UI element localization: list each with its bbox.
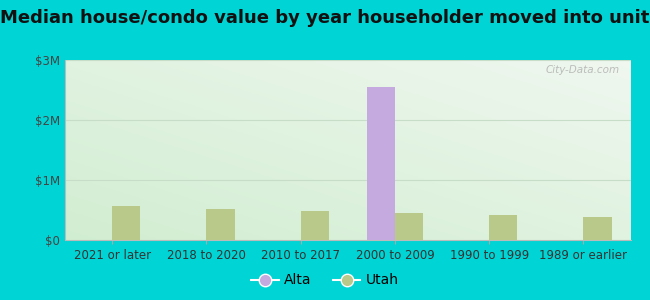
Bar [207, 209, 235, 240]
Bar [367, 87, 395, 240]
Bar [584, 217, 612, 240]
Text: Median house/condo value by year householder moved into unit: Median house/condo value by year househo… [0, 9, 650, 27]
Bar [489, 215, 517, 240]
Bar [300, 211, 329, 240]
Legend: Alta, Utah: Alta, Utah [246, 268, 404, 293]
Bar [395, 213, 423, 240]
Bar [112, 206, 140, 240]
Text: City-Data.com: City-Data.com [545, 65, 619, 75]
